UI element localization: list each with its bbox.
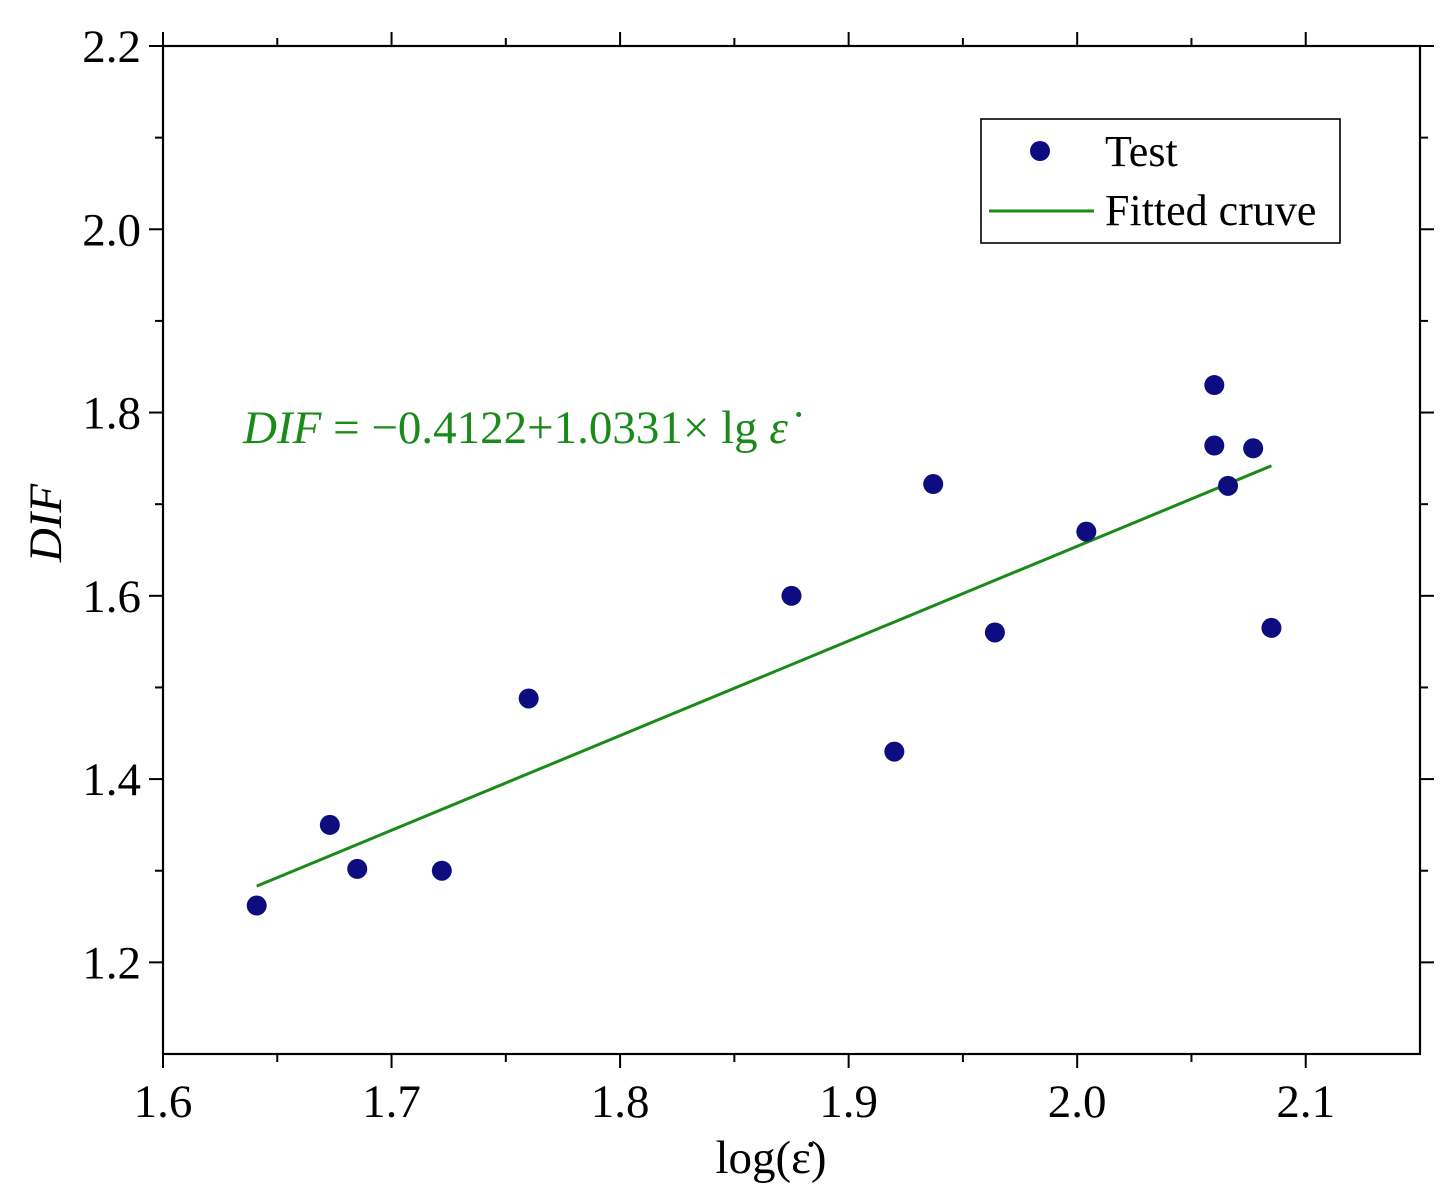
y-tick-label: 2.0 — [82, 204, 141, 256]
y-tick-label: 1.6 — [82, 571, 141, 623]
x-axis-title: log(ε̇) — [715, 1132, 826, 1184]
y-tick-label: 1.8 — [82, 388, 141, 440]
equation-epsilon: ε̇ — [769, 402, 802, 454]
test-data-point — [984, 622, 1005, 643]
x-tick-label: 1.6 — [134, 1076, 193, 1128]
y-tick-label: 1.2 — [82, 937, 141, 989]
test-data-point — [1076, 521, 1097, 542]
legend-label-test: Test — [1105, 127, 1178, 176]
test-data-point — [1204, 435, 1225, 456]
fitted-curve-line — [256, 464, 1273, 888]
test-data-point — [884, 741, 905, 762]
test-data-point — [1261, 617, 1282, 638]
x-tick-label: 1.7 — [362, 1076, 421, 1128]
y-tick-label: 1.4 — [82, 754, 141, 806]
legend-marker-test — [1030, 141, 1050, 161]
plot-frame — [161, 44, 1422, 1056]
ticks-layer: 1.6 1.7 1.8 1.9 2.0 2.1 1.2 1.4 1.6 1.8 2.0 2.2 — [82, 21, 1434, 1128]
x-tick-label: 1.8 — [591, 1076, 650, 1128]
equation-rhs: −0.4122+1.0331× lg — [371, 402, 769, 454]
test-data-point — [781, 585, 802, 606]
test-data-point — [923, 474, 944, 495]
fit-layer — [256, 464, 1273, 888]
y-tick-label: 2.2 — [82, 21, 141, 73]
legend: Test Fitted cruve — [980, 118, 1341, 244]
test-data-point — [1243, 438, 1264, 459]
x-tick-label: 1.9 — [819, 1076, 878, 1128]
equation-lhs: DIF — [242, 402, 323, 454]
equation-equals: = — [321, 402, 371, 454]
test-data-point — [431, 860, 452, 881]
y-axis-title: DIF — [20, 483, 72, 564]
test-data-point — [518, 688, 539, 709]
x-tick-label: 2.0 — [1048, 1076, 1107, 1128]
test-data-point — [1204, 375, 1225, 396]
fit-equation: DIF = −0.4122+1.0331× lg ε̇ — [242, 402, 802, 454]
legend-label-fitted: Fitted cruve — [1105, 186, 1316, 235]
legend-box — [980, 118, 1341, 244]
points-layer — [246, 375, 1282, 916]
x-tick-label: 2.1 — [1276, 1076, 1335, 1128]
test-data-point — [1218, 475, 1239, 496]
test-data-point — [319, 814, 340, 835]
test-data-point — [347, 858, 368, 879]
test-data-point — [246, 895, 267, 916]
